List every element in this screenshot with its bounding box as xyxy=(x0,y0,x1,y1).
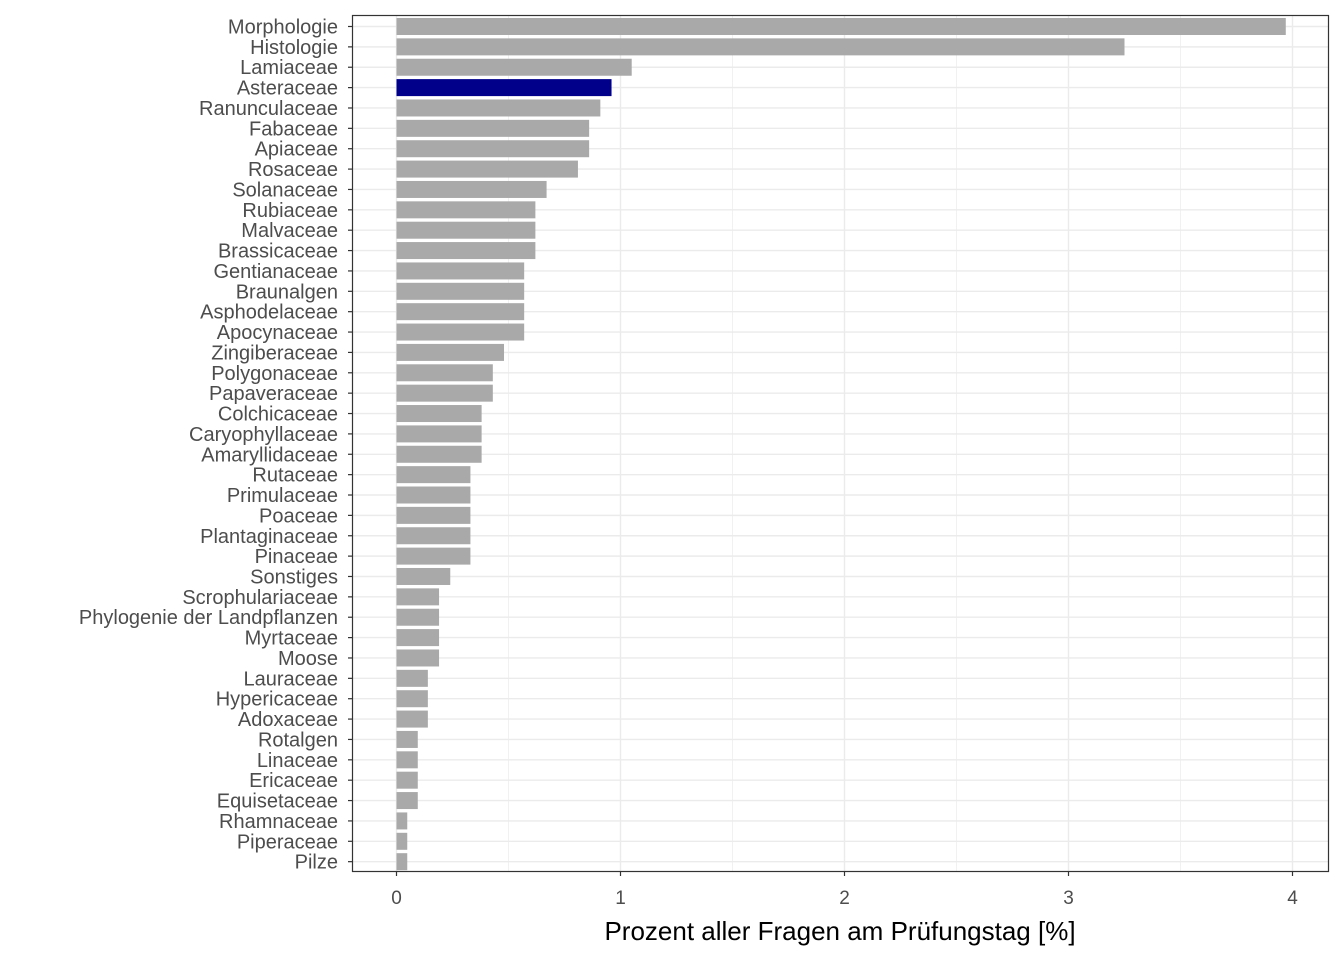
category-label: Lauraceae xyxy=(243,668,338,690)
category-label: Zingiberaceae xyxy=(211,342,338,364)
category-label: Ericaceae xyxy=(249,770,338,792)
panel-border xyxy=(351,14,1330,873)
bar-linaceae xyxy=(396,751,418,769)
category-label: Ranunculaceae xyxy=(199,98,338,120)
category-label: Rutaceae xyxy=(252,465,338,487)
category-label: Sonstiges xyxy=(250,566,338,588)
bar-colchicaceae xyxy=(396,405,482,423)
category-label: Polygonaceae xyxy=(211,363,338,385)
bar-fabaceae xyxy=(396,119,590,137)
bar-piperaceae xyxy=(396,832,408,850)
category-label: Caryophyllaceae xyxy=(189,424,338,446)
bar-scrophulariaceae xyxy=(396,588,440,606)
category-label: Brassicaceae xyxy=(218,241,338,263)
x-tick-label: 1 xyxy=(615,888,626,909)
bar-ranunculaceae xyxy=(396,99,601,117)
bar-apiaceae xyxy=(396,140,590,158)
x-axis-labels: 0 1 2 3 4 xyxy=(391,888,1298,909)
bar-rubiaceae xyxy=(396,201,536,219)
category-label: Colchicaceae xyxy=(218,404,338,426)
bar-plantaginaceae xyxy=(396,527,471,545)
category-label: Plantaginaceae xyxy=(200,526,338,548)
y-axis-ticks xyxy=(348,25,353,863)
bar-histologie xyxy=(396,38,1125,56)
bar-amaryllidaceae xyxy=(396,445,482,463)
category-label: Rubiaceae xyxy=(242,200,338,222)
category-label: Fabaceae xyxy=(249,118,338,140)
category-label: Rhamnaceae xyxy=(219,811,338,833)
category-label: Apiaceae xyxy=(255,139,338,161)
x-tick-label: 0 xyxy=(391,888,402,909)
panel-background xyxy=(353,16,1328,871)
category-label: Pilze xyxy=(295,852,338,874)
bar-braunalgen xyxy=(396,282,525,300)
bar-poaceae xyxy=(396,506,471,524)
bar-rutaceae xyxy=(396,466,471,484)
bars xyxy=(396,18,1286,871)
x-tick-label: 4 xyxy=(1287,888,1298,909)
category-label: Lamiaceae xyxy=(240,57,338,79)
bar-morphologie xyxy=(396,18,1286,35)
bar-malvaceae xyxy=(396,221,536,239)
category-label: Braunalgen xyxy=(236,281,338,303)
category-label: Rotalgen xyxy=(258,729,338,751)
bar-adoxaceae xyxy=(396,710,428,728)
category-label: Amaryllidaceae xyxy=(201,444,338,466)
category-label: Moose xyxy=(278,648,338,670)
x-tick-label: 2 xyxy=(839,888,850,909)
bar-brassicaceae xyxy=(396,242,536,260)
bar-ericaceae xyxy=(396,771,418,789)
bar-lamiaceae xyxy=(396,58,632,76)
x-axis-ticks xyxy=(395,871,1294,876)
bar-gentianaceae xyxy=(396,262,525,280)
bar-pilze xyxy=(396,853,408,871)
category-label: Adoxaceae xyxy=(238,709,338,731)
x-tick-label: 3 xyxy=(1063,888,1074,909)
category-label: Phylogenie der Landpflanzen xyxy=(79,607,338,629)
category-label: Poaceae xyxy=(259,505,338,527)
bar-sonstiges xyxy=(396,567,451,585)
bar-zingiberaceae xyxy=(396,343,505,361)
category-label: Linaceae xyxy=(257,750,338,772)
category-label: Apocynaceae xyxy=(217,322,338,344)
category-label: Hypericaceae xyxy=(216,689,338,711)
bar-solanaceae xyxy=(396,180,547,198)
bar-polygonaceae xyxy=(396,364,493,382)
y-axis-labels: MorphologieHistologieLamiaceaeAsteraceae… xyxy=(79,17,338,874)
category-label: Asteraceae xyxy=(237,78,338,100)
bar-moose xyxy=(396,649,440,667)
category-label: Asphodelaceae xyxy=(200,302,338,324)
bar-myrtaceae xyxy=(396,629,440,647)
category-label: Pinaceae xyxy=(255,546,338,568)
category-label: Rosaceae xyxy=(248,159,338,181)
category-label: Piperaceae xyxy=(237,831,338,853)
category-label: Morphologie xyxy=(228,17,338,39)
bar-pinaceae xyxy=(396,547,471,565)
category-label: Primulaceae xyxy=(227,485,338,507)
bar-asphodelaceae xyxy=(396,303,525,321)
bar-apocynaceae xyxy=(396,323,525,341)
category-label: Papaveraceae xyxy=(209,383,338,405)
category-label: Histologie xyxy=(250,37,338,59)
bar-rhamnaceae xyxy=(396,812,408,830)
category-label: Equisetaceae xyxy=(217,791,338,813)
bar-rosaceae xyxy=(396,160,578,178)
bar-primulaceae xyxy=(396,486,471,504)
category-label: Solanaceae xyxy=(232,179,338,201)
x-axis-title: Prozent aller Fragen am Prüfungstag [%] xyxy=(604,916,1075,946)
bar-equisetaceae xyxy=(396,792,418,810)
category-label: Malvaceae xyxy=(241,220,338,242)
category-label: Myrtaceae xyxy=(245,628,338,650)
bar-hypericaceae xyxy=(396,690,428,708)
bar-rotalgen xyxy=(396,730,418,748)
bar-lauraceae xyxy=(396,669,428,687)
category-label: Scrophulariaceae xyxy=(182,587,338,609)
bar-papaveraceae xyxy=(396,384,493,402)
bar-phylogenie-der-landpflanzen xyxy=(396,608,440,626)
category-label: Gentianaceae xyxy=(213,261,338,283)
bar-caryophyllaceae xyxy=(396,425,482,443)
bar-asteraceae xyxy=(396,79,612,97)
